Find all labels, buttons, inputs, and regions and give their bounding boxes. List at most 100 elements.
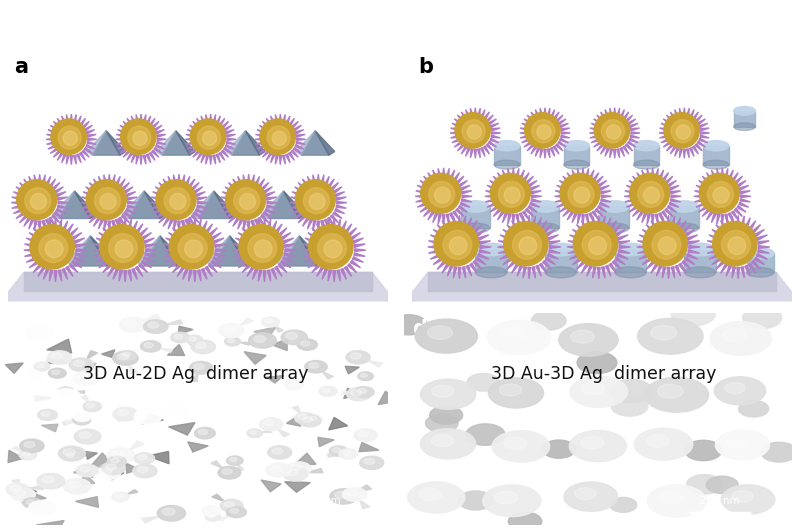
Polygon shape (270, 116, 275, 125)
Polygon shape (634, 146, 659, 165)
Polygon shape (290, 201, 300, 204)
Circle shape (230, 457, 237, 462)
Polygon shape (530, 207, 559, 228)
Polygon shape (166, 320, 182, 324)
Polygon shape (188, 442, 208, 452)
Polygon shape (630, 128, 639, 131)
Polygon shape (29, 233, 39, 240)
Circle shape (504, 187, 520, 203)
Polygon shape (282, 236, 317, 266)
Polygon shape (570, 235, 581, 241)
Polygon shape (83, 209, 93, 214)
Polygon shape (275, 114, 278, 123)
Ellipse shape (634, 160, 659, 169)
Polygon shape (132, 269, 138, 279)
Polygon shape (675, 266, 681, 276)
Circle shape (305, 360, 327, 373)
Polygon shape (54, 150, 61, 157)
Polygon shape (86, 351, 98, 359)
Circle shape (525, 112, 560, 148)
Polygon shape (693, 146, 698, 154)
Polygon shape (423, 176, 431, 184)
Polygon shape (302, 217, 309, 226)
Polygon shape (220, 201, 230, 204)
Polygon shape (33, 263, 42, 272)
Polygon shape (50, 219, 53, 231)
Polygon shape (142, 414, 163, 425)
Circle shape (262, 317, 280, 327)
Polygon shape (458, 181, 467, 187)
Polygon shape (12, 446, 22, 452)
Circle shape (42, 476, 54, 483)
Polygon shape (670, 199, 681, 202)
Circle shape (226, 456, 243, 465)
Polygon shape (450, 128, 459, 131)
Circle shape (94, 188, 120, 214)
Polygon shape (493, 176, 502, 184)
Polygon shape (154, 125, 162, 131)
Polygon shape (350, 233, 361, 240)
Polygon shape (556, 115, 563, 122)
Circle shape (224, 501, 234, 507)
Polygon shape (11, 201, 22, 204)
Polygon shape (48, 130, 57, 134)
Ellipse shape (670, 201, 698, 212)
Polygon shape (289, 152, 294, 161)
Circle shape (574, 488, 596, 500)
Polygon shape (557, 186, 566, 190)
Polygon shape (662, 173, 669, 182)
Polygon shape (151, 197, 162, 200)
Polygon shape (262, 191, 283, 218)
Polygon shape (341, 269, 346, 279)
Polygon shape (252, 269, 258, 279)
Polygon shape (661, 123, 670, 128)
Circle shape (66, 453, 74, 457)
Polygon shape (655, 214, 658, 224)
Polygon shape (639, 253, 650, 259)
Circle shape (6, 483, 29, 496)
Polygon shape (330, 182, 338, 190)
Circle shape (170, 332, 190, 343)
Circle shape (51, 370, 59, 375)
Polygon shape (544, 108, 546, 117)
Circle shape (358, 388, 366, 393)
Polygon shape (233, 179, 239, 188)
Polygon shape (637, 246, 648, 249)
Polygon shape (126, 463, 139, 473)
Circle shape (671, 120, 694, 143)
Circle shape (732, 491, 754, 502)
Polygon shape (540, 149, 543, 158)
Polygon shape (466, 266, 472, 276)
Polygon shape (164, 244, 175, 248)
Polygon shape (420, 181, 429, 187)
Circle shape (342, 450, 350, 455)
Circle shape (568, 181, 594, 207)
Ellipse shape (530, 223, 559, 233)
Polygon shape (218, 515, 230, 522)
Circle shape (206, 508, 214, 513)
Polygon shape (406, 272, 798, 301)
Polygon shape (333, 212, 342, 218)
Polygon shape (281, 233, 291, 240)
Polygon shape (428, 211, 434, 220)
Polygon shape (428, 246, 439, 249)
Circle shape (272, 131, 286, 145)
Polygon shape (560, 123, 569, 128)
Polygon shape (197, 152, 202, 161)
Polygon shape (638, 241, 649, 244)
Polygon shape (66, 267, 73, 277)
Polygon shape (145, 244, 156, 248)
Polygon shape (498, 250, 510, 253)
Polygon shape (58, 219, 62, 231)
Circle shape (309, 225, 353, 269)
Polygon shape (658, 213, 663, 223)
Circle shape (52, 353, 62, 359)
Circle shape (128, 126, 150, 149)
Polygon shape (88, 363, 96, 372)
Polygon shape (156, 145, 165, 149)
Circle shape (676, 125, 690, 139)
Circle shape (39, 234, 68, 262)
Polygon shape (169, 422, 195, 435)
Polygon shape (330, 215, 338, 223)
Polygon shape (665, 208, 673, 216)
